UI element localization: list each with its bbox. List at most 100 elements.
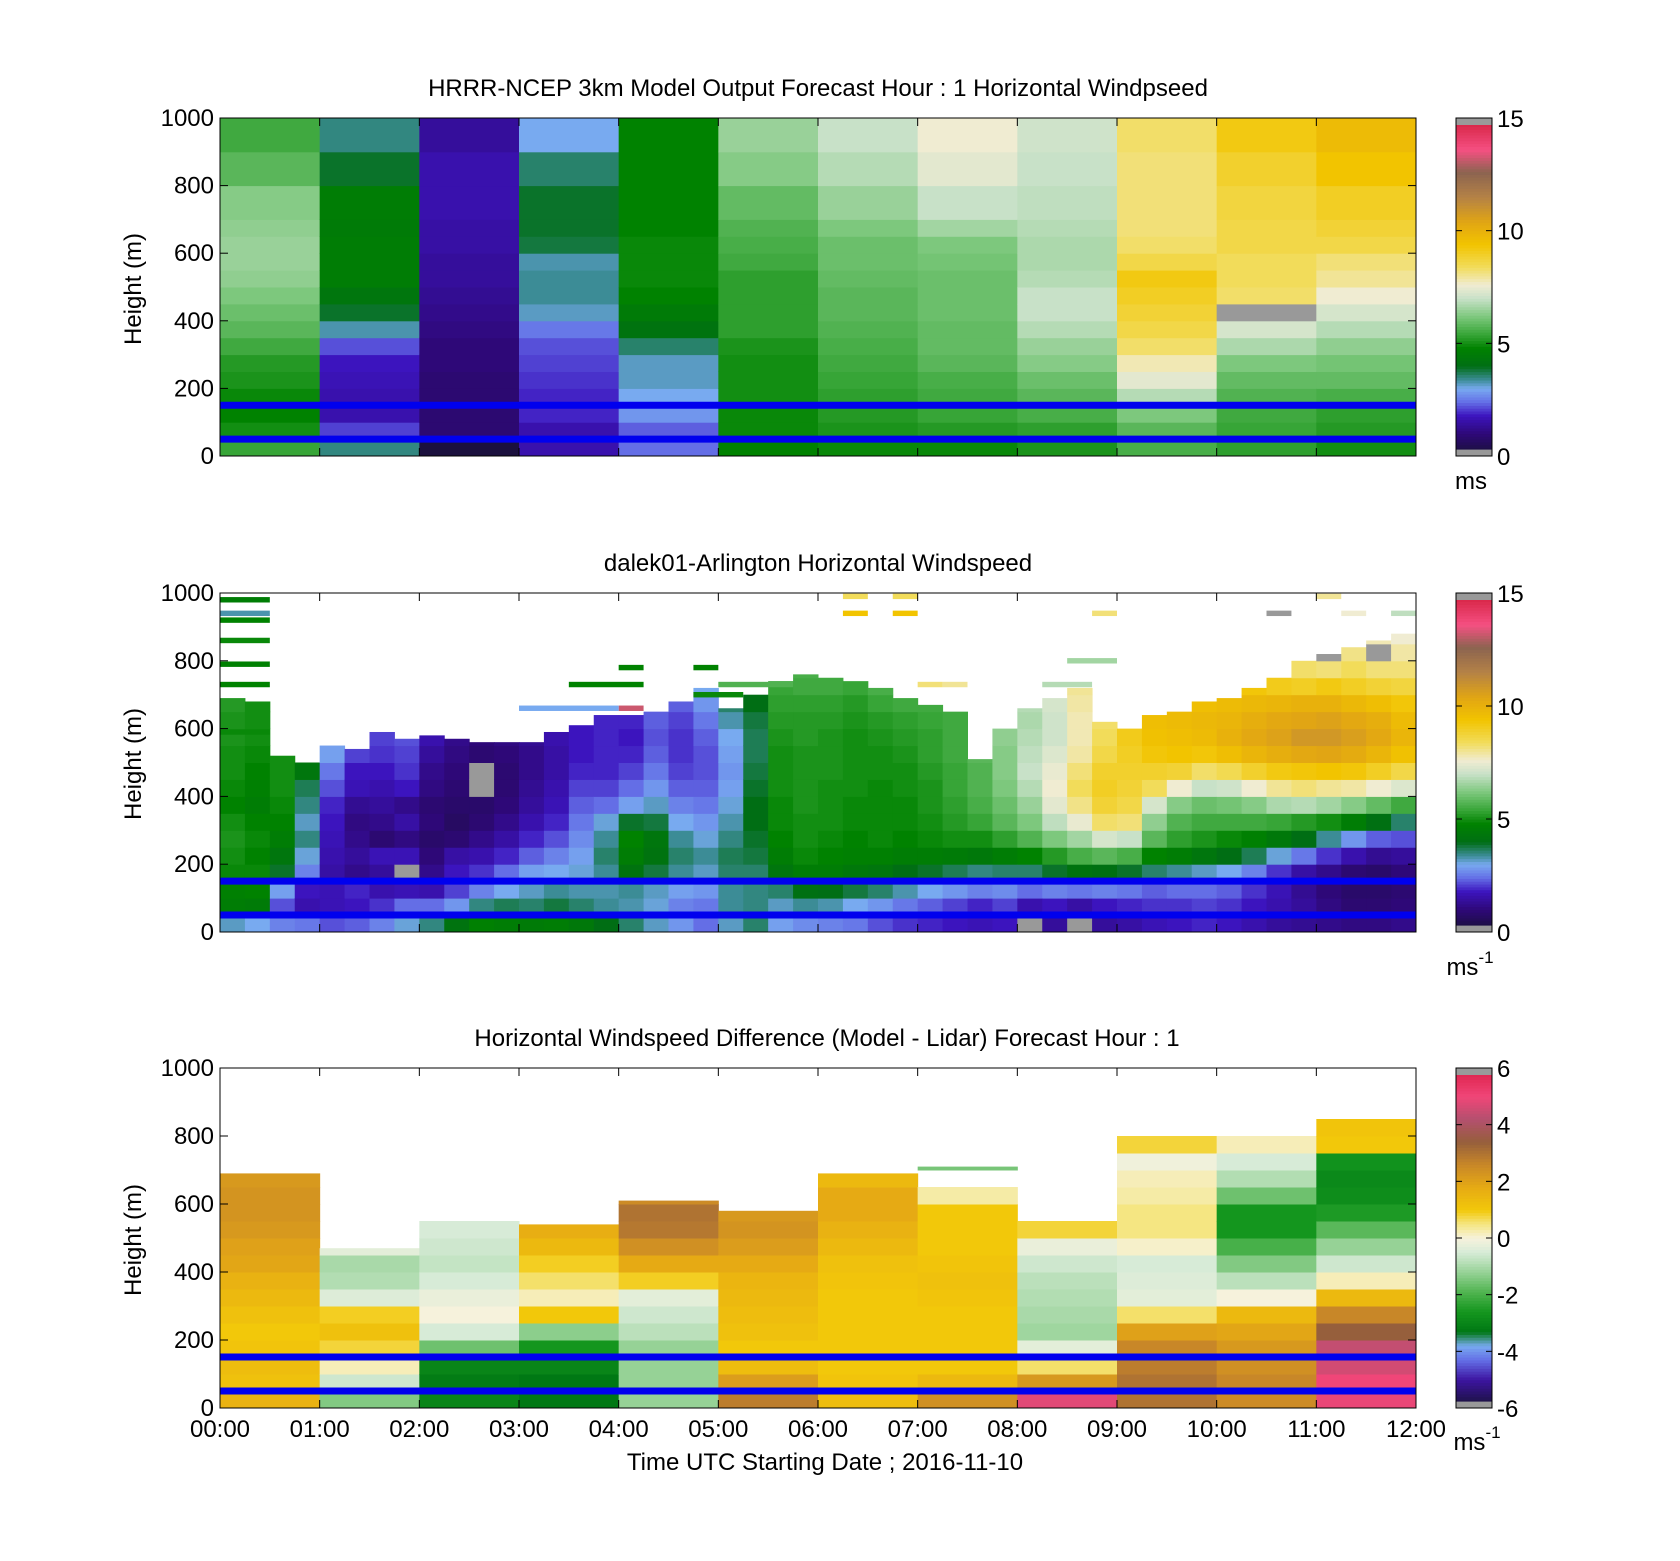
heatmap-cell	[1216, 287, 1317, 305]
colorbar-swatch	[1456, 239, 1492, 243]
heatmap-cell	[1316, 1374, 1417, 1392]
colorbar-tick-label: 10	[1497, 219, 1524, 246]
y-tick-label: 1000	[161, 1055, 214, 1082]
colorbar-swatch	[1456, 292, 1492, 297]
heatmap-cell	[867, 864, 894, 882]
heatmap-cell	[1117, 270, 1218, 288]
heatmap-cell	[1117, 864, 1143, 882]
colorbar-swatch	[1456, 816, 1492, 820]
heatmap-cell	[1216, 270, 1317, 288]
colorbar-swatch	[1456, 674, 1492, 679]
heatmap-cell	[1341, 898, 1367, 916]
heatmap-cell	[519, 422, 620, 440]
heatmap-cell	[319, 422, 420, 440]
heatmap-cell	[693, 745, 719, 763]
heatmap-cell	[618, 1204, 719, 1222]
heatmap-cell	[519, 405, 620, 423]
heatmap-cell	[1341, 660, 1367, 679]
heatmap-cell	[1341, 830, 1367, 848]
heatmap-cell	[444, 898, 470, 916]
heatmap-cell	[1316, 1187, 1417, 1205]
heatmap-cell	[1291, 728, 1317, 747]
heatmap-cell	[1391, 915, 1417, 933]
heatmap-cell	[220, 1221, 321, 1239]
colorbar-swatch	[1456, 1297, 1492, 1301]
heatmap-cell	[1316, 864, 1342, 882]
heatmap-cell	[618, 1340, 719, 1358]
heatmap-cell	[693, 813, 719, 831]
heatmap-cell	[618, 354, 719, 372]
heatmap-cell	[1017, 1323, 1118, 1341]
heatmap-cell	[967, 813, 993, 831]
colorbar-swatch	[1456, 329, 1492, 333]
colorbar-swatch	[1456, 734, 1492, 738]
heatmap-cell	[618, 796, 645, 814]
heatmap-cell	[1341, 779, 1367, 797]
heatmap-cell	[444, 762, 470, 780]
heatmap-cell	[394, 813, 420, 831]
sparse-cell	[892, 593, 918, 600]
heatmap-cell	[568, 728, 595, 747]
heatmap-cell	[344, 864, 370, 882]
heatmap-cell	[1316, 422, 1417, 440]
heatmap-cell	[917, 337, 1018, 356]
colorbar-swatch	[1456, 261, 1492, 266]
heatmap-cell	[319, 354, 420, 372]
heatmap-cell	[668, 898, 694, 916]
heatmap-cell	[1316, 813, 1342, 831]
heatmap-cell	[419, 287, 520, 305]
sparse-cell	[220, 661, 270, 667]
heatmap-cell	[718, 236, 819, 254]
heatmap-cell	[1017, 354, 1118, 372]
colorbar-swatch	[1456, 210, 1492, 215]
heatmap-cell	[344, 898, 370, 916]
colorbar-swatch	[1456, 250, 1492, 254]
heatmap-cell	[1092, 898, 1118, 916]
colorbar-swatch	[1456, 892, 1492, 896]
heatmap-cell	[793, 779, 819, 797]
colorbar-tick-label: -6	[1497, 1396, 1518, 1423]
colorbar-swatch	[1456, 323, 1492, 328]
heatmap-cell	[917, 151, 1018, 187]
heatmap-cell	[543, 830, 570, 848]
heatmap-cell	[1266, 813, 1292, 831]
colorbar-swatch	[1456, 796, 1492, 800]
heatmap-cell	[344, 813, 370, 831]
heatmap-cell	[1191, 728, 1218, 747]
heatmap-cell	[1216, 813, 1243, 831]
heatmap-cell	[519, 796, 545, 814]
heatmap-cell	[1042, 915, 1068, 933]
heatmap-cell	[818, 728, 844, 747]
heatmap-cell	[1366, 762, 1392, 780]
colorbar-swatch	[1456, 852, 1492, 857]
heatmap-cell	[942, 779, 968, 797]
colorbar-swatch	[1456, 638, 1492, 642]
heatmap-cell	[718, 1323, 819, 1341]
heatmap-cell	[643, 830, 669, 848]
heatmap-cell	[1117, 1323, 1218, 1341]
heatmap-cell	[519, 1289, 620, 1307]
heatmap-cell	[1191, 711, 1218, 730]
heatmap-cell	[718, 1255, 819, 1273]
colorbar-swatch	[1456, 872, 1492, 877]
heatmap-cell	[494, 796, 520, 814]
heatmap-cell	[768, 796, 794, 814]
colorbar-swatch	[1456, 1274, 1492, 1279]
heatmap-cell	[793, 847, 819, 865]
heatmap-cell	[867, 694, 894, 713]
heatmap-cell	[967, 915, 993, 933]
unit-exponent: -1	[1485, 1423, 1500, 1442]
heatmap-cell	[818, 1306, 919, 1324]
heatmap-cell	[668, 762, 694, 780]
colorbar-swatch	[1456, 1314, 1492, 1318]
heatmap-cell	[1241, 898, 1267, 916]
colorbar-swatch	[1456, 807, 1492, 812]
heatmap-cell	[220, 1289, 321, 1307]
sparse-cell	[618, 664, 644, 671]
heatmap-cell	[618, 388, 719, 406]
heatmap-cell	[818, 1289, 919, 1307]
colorbar-swatch	[1456, 652, 1492, 656]
y-tick-label: 1000	[161, 105, 214, 132]
heatmap-cell	[519, 371, 620, 389]
heatmap-cell	[1216, 864, 1243, 882]
